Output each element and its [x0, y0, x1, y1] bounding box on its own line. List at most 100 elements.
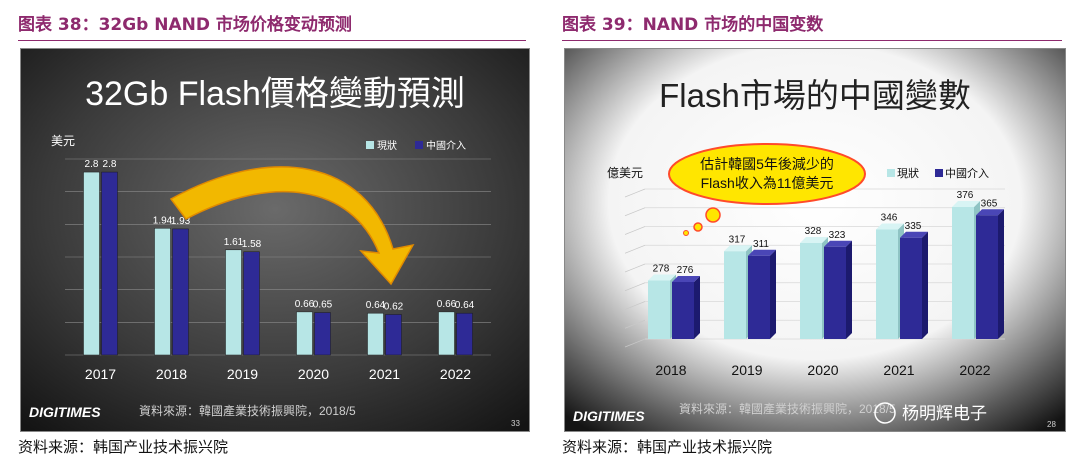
right-source-note: 资料来源：韩国产业技术振兴院 — [562, 438, 773, 456]
right-legend-swatch-china — [935, 169, 943, 177]
right-bar-side-china — [770, 249, 776, 339]
left-bar-current — [154, 228, 171, 356]
right-bar-china — [824, 246, 846, 339]
left-trend-arrow — [169, 166, 415, 286]
right-data-label-china: 335 — [905, 221, 922, 232]
right-gridline-side — [624, 226, 646, 235]
left-bar-china — [314, 312, 331, 356]
right-data-label-current: 376 — [957, 190, 974, 201]
right-gridline-side — [624, 244, 646, 254]
left-x-tick-label: 2021 — [369, 366, 400, 382]
right-x-tick-label: 2022 — [959, 362, 990, 378]
left-x-tick-label: 2019 — [227, 366, 258, 382]
left-page-number: 33 — [511, 419, 520, 428]
right-gridline-side — [624, 282, 646, 292]
left-x-tick-label: 2020 — [298, 366, 329, 382]
left-slide-footer: 資料來源：韓國產業技術振興院，2018/5 — [139, 403, 356, 418]
left-bar-china — [456, 312, 473, 356]
left-x-tick-label: 2022 — [440, 366, 471, 382]
left-data-label-china: 0.65 — [313, 300, 333, 311]
right-bar-top-current — [952, 201, 980, 207]
right-legend-label-current: 現狀 — [897, 166, 919, 180]
left-data-label-current: 1.94 — [153, 215, 173, 226]
left-data-label-current: 2.8 — [85, 159, 99, 170]
left-slide-panel: 32Gb Flash價格變動預測 美元 現狀 中國介入 2017 2.8 2.8 20… — [20, 48, 530, 432]
left-figure-title: 图表 38：32Gb NAND 市场价格变动预测 — [18, 15, 352, 35]
left-data-label-china: 0.64 — [455, 300, 475, 311]
left-bar-china — [385, 314, 402, 356]
right-data-label-current: 328 — [805, 226, 822, 237]
right-bar-top-current — [800, 237, 828, 243]
right-legend-swatch-current — [887, 169, 895, 177]
right-bar-side-china — [922, 231, 928, 339]
left-data-label-current: 0.66 — [437, 299, 457, 310]
right-callout-dot-small — [683, 230, 689, 236]
right-gridline-side — [624, 263, 646, 273]
right-bar-current — [724, 251, 746, 339]
right-bar-top-current — [648, 274, 676, 281]
left-data-label-current: 0.66 — [295, 299, 315, 310]
right-bar-top-china — [672, 276, 700, 282]
left-source-note: 资料来源：韩国产业技术振兴院 — [18, 438, 229, 456]
right-bar-current — [648, 280, 670, 339]
left-bar-china — [243, 251, 260, 356]
right-chart: Flash市場的中國變數 億美元 現狀 中國介入 2018 278 276 2019 3… — [565, 49, 1065, 431]
left-data-label-current: 0.64 — [366, 300, 386, 311]
right-data-label-china: 276 — [677, 265, 694, 276]
left-legend-label-china: 中國介入 — [426, 139, 466, 152]
right-y-unit-label: 億美元 — [607, 166, 643, 180]
left-chart-title: 32Gb Flash價格變動預測 — [85, 75, 465, 113]
right-bar-top-current — [876, 223, 904, 230]
right-x-tick-label: 2018 — [655, 362, 686, 378]
right-gridline-side — [624, 319, 646, 329]
right-x-tick-label: 2021 — [883, 362, 914, 378]
right-slide-footer: 資料來源：韓國產業技術振興院，2018/5 — [679, 401, 896, 416]
left-data-label-china: 1.93 — [171, 216, 191, 227]
left-x-tick-label: 2018 — [156, 366, 187, 382]
right-data-label-china: 365 — [981, 198, 998, 209]
right-data-label-current: 278 — [653, 264, 670, 275]
right-slide-panel: Flash市場的中國變數 億美元 現狀 中國介入 2018 278 276 2019 3… — [564, 48, 1066, 432]
left-legend-label-current: 現狀 — [377, 139, 397, 152]
left-data-label-china: 2.8 — [103, 159, 117, 170]
right-bar-china — [672, 282, 694, 339]
right-bar-side-china — [694, 276, 700, 339]
right-bar-top-current — [724, 245, 752, 252]
right-x-tick-label: 2019 — [731, 362, 762, 378]
right-data-label-current: 317 — [729, 234, 746, 245]
left-legend-swatch-current — [366, 141, 374, 149]
right-data-label-current: 346 — [881, 213, 898, 224]
left-bar-current — [83, 171, 100, 356]
right-figure-title: 图表 39：NAND 市场的中国变数 — [562, 15, 824, 35]
right-x-tick-label: 2020 — [807, 362, 838, 378]
left-bar-current — [296, 311, 313, 356]
right-gridline-side — [624, 301, 646, 310]
right-callout-bubble — [668, 143, 866, 205]
right-bar-top-china — [976, 209, 1004, 216]
right-bar-top-china — [900, 231, 928, 238]
right-callout-line-1: 估計韓國5年後減少的 — [700, 156, 834, 172]
left-data-label-china: 1.58 — [242, 239, 262, 250]
right-bar-current — [952, 207, 974, 339]
left-bar-current — [367, 312, 384, 356]
right-legend-label-china: 中國介入 — [945, 167, 989, 180]
left-title-rule — [18, 40, 526, 41]
right-gridline-side — [624, 338, 646, 348]
right-watermark-icon — [874, 402, 896, 424]
right-callout-dot-large — [705, 207, 721, 223]
left-bar-current — [438, 311, 455, 356]
left-brand-logo: DIGITIMES — [29, 404, 101, 420]
left-data-label-current: 1.61 — [224, 237, 244, 248]
left-legend-swatch-china — [415, 141, 423, 149]
right-brand-logo: DIGITIMES — [573, 408, 645, 424]
left-y-unit-label: 美元 — [51, 134, 75, 148]
right-gridline-side — [624, 207, 646, 217]
right-bar-side-china — [846, 240, 852, 339]
right-bar-china — [748, 255, 770, 339]
left-x-tick-label: 2017 — [85, 366, 116, 382]
right-callout-line-2: Flash收入為11億美元 — [701, 175, 834, 191]
right-callout-dot-medium — [693, 222, 703, 232]
right-gridline-side — [624, 188, 646, 198]
left-data-label-china: 0.62 — [384, 301, 404, 312]
left-bar-china — [172, 228, 189, 356]
